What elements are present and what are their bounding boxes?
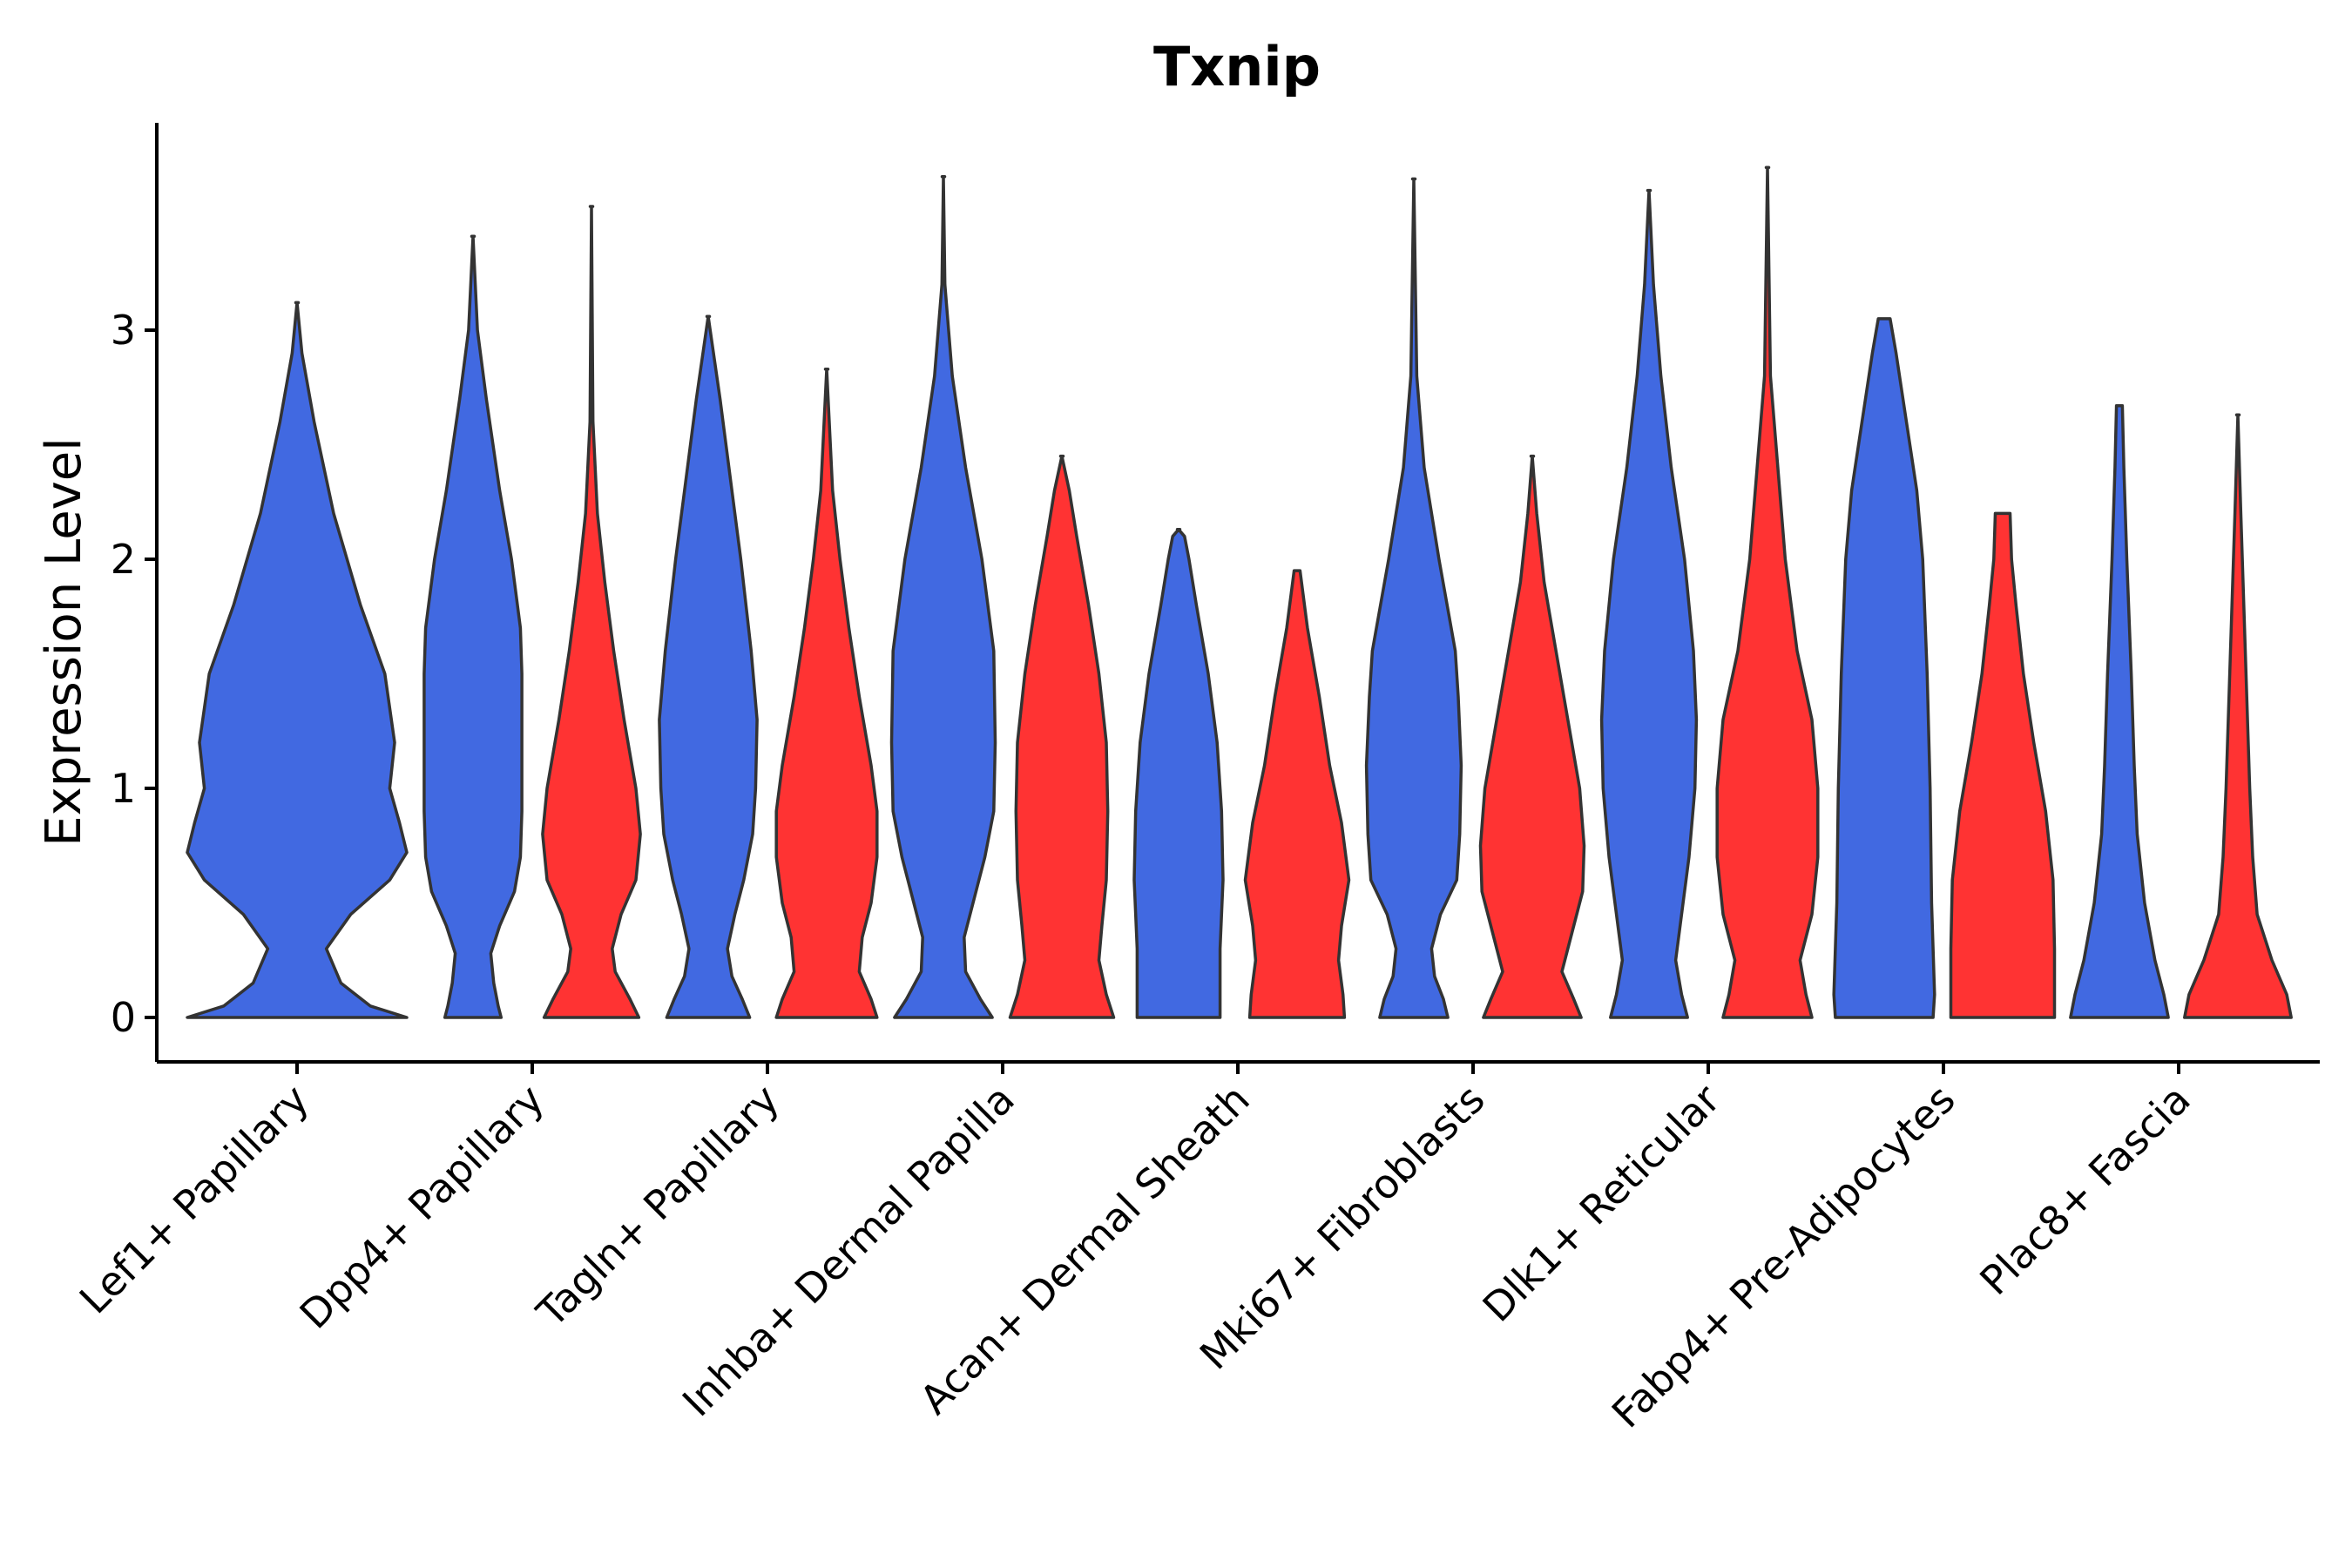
y-tick-label: 3 — [111, 307, 136, 354]
violin-mki67-fibroblasts-series-1 — [1364, 177, 1463, 1019]
violin-fabp4-pre-adipocytes-series-1 — [1832, 317, 1936, 1019]
y-tick-label: 0 — [111, 994, 136, 1041]
x-tick-label: Lef1+ Papillary — [71, 1076, 318, 1323]
violin-lef1-papillary-series-1 — [186, 301, 409, 1019]
y-axis-label: Expression Level — [36, 437, 92, 847]
violin-fabp4-pre-adipocytes-series-2 — [1949, 511, 2057, 1019]
violin-dlk1-reticular-series-1 — [1599, 188, 1699, 1019]
y-tick-label: 1 — [111, 765, 136, 812]
violin-acan-dermal-sheath-series-2 — [1243, 569, 1351, 1019]
violin-acan-dermal-sheath-series-1 — [1132, 528, 1225, 1019]
violin-tagln-papillary-series-2 — [774, 367, 879, 1019]
violin-inhba-dermal-papilla-series-2 — [1008, 454, 1116, 1019]
violin-mki67-fibroblasts-series-2 — [1478, 454, 1586, 1019]
violin-plac8-fascia-series-2 — [2183, 413, 2293, 1019]
y-tick-label: 2 — [111, 536, 136, 583]
violin-layer — [186, 166, 2293, 1019]
x-tick-label: Dlk1+ Reticular — [1474, 1076, 1729, 1331]
x-tick-label: Dpp4+ Papillary — [291, 1076, 553, 1338]
violin-plac8-fascia-series-1 — [2069, 404, 2170, 1019]
y-axis-ticks: 0 1 2 3 — [111, 307, 157, 1041]
x-tick-label: Plac8+ Fascia — [1970, 1076, 2199, 1304]
violin-inhba-dermal-papilla-series-1 — [889, 175, 997, 1019]
chart-title: Txnip — [1153, 35, 1321, 98]
violin-dpp4-papillary-series-1 — [422, 234, 524, 1019]
violin-dpp4-papillary-series-2 — [541, 205, 642, 1019]
violin-dlk1-reticular-series-2 — [1715, 166, 1820, 1019]
x-tick-label: Tagln+ Papillary — [527, 1076, 788, 1337]
violin-tagln-papillary-series-1 — [658, 314, 759, 1019]
